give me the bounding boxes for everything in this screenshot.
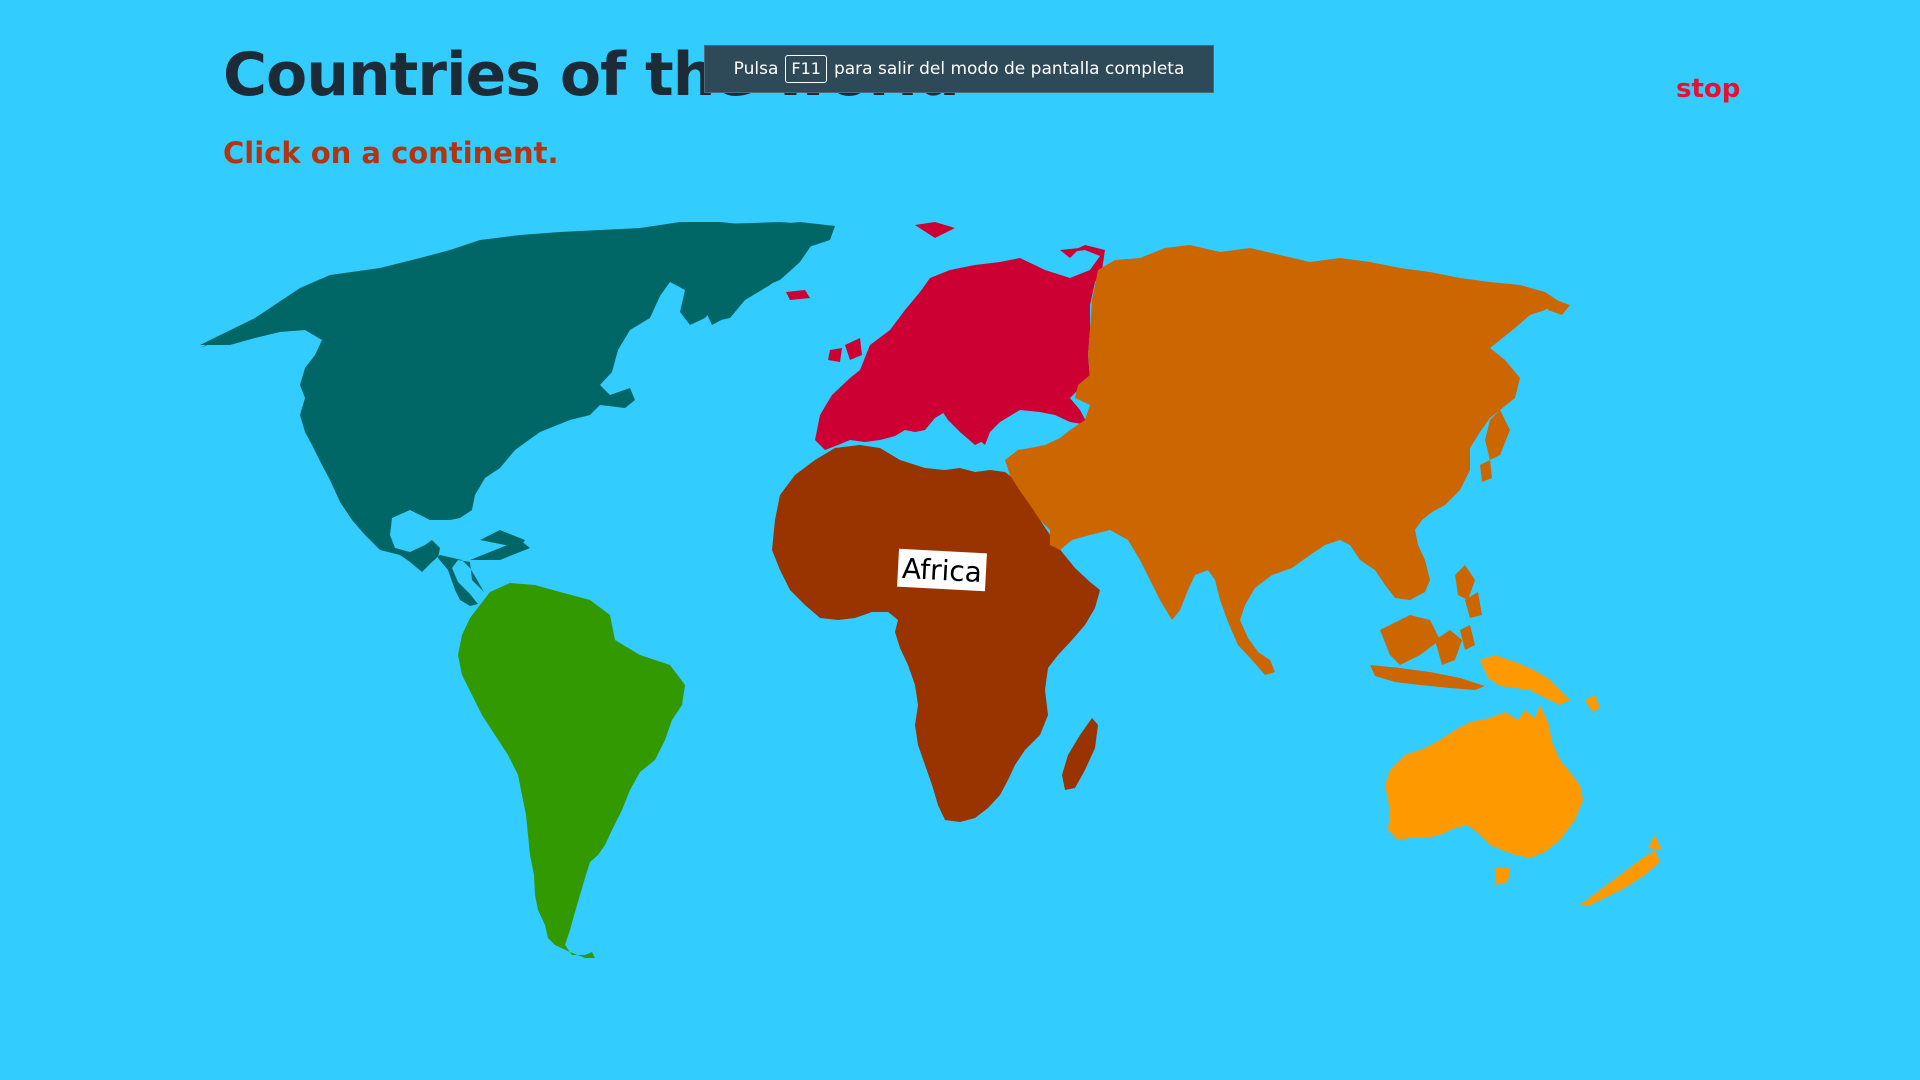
continent-europe[interactable]	[786, 222, 1105, 450]
continent-oceania[interactable]	[1385, 655, 1662, 905]
f11-key: F11	[785, 55, 827, 83]
continent-asia[interactable]	[1005, 245, 1570, 690]
continent-greenland[interactable]	[665, 222, 835, 322]
continent-label-africa: Africa	[897, 548, 987, 592]
continent-africa[interactable]	[772, 445, 1100, 822]
fullscreen-notice-before: Pulsa	[733, 59, 779, 79]
instruction-text: Click on a continent.	[223, 136, 559, 170]
stop-button[interactable]: stop	[1676, 74, 1741, 104]
fullscreen-notice: Pulsa F11 para salir del modo de pantall…	[704, 45, 1214, 93]
continent-south-america[interactable]	[458, 583, 685, 958]
fullscreen-notice-after: para salir del modo de pantalla completa	[833, 59, 1185, 79]
